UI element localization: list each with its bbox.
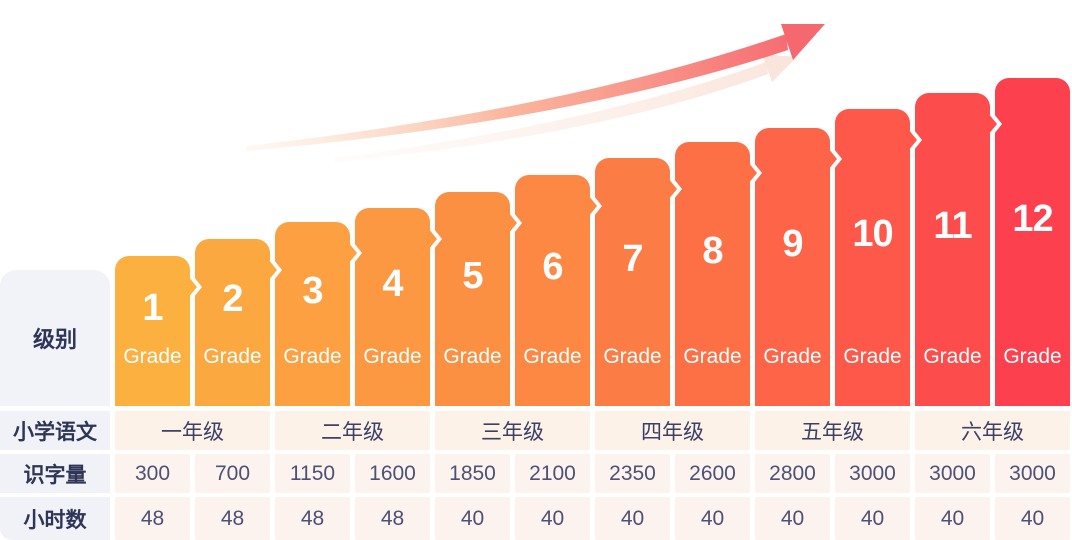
hours-value-cell: 40 bbox=[595, 497, 670, 540]
grade-number: 2 bbox=[222, 278, 243, 320]
bar-connector-chevron bbox=[668, 178, 677, 200]
grade-bar: 4 Grade bbox=[355, 208, 442, 406]
hours-value-cell: 48 bbox=[275, 497, 350, 540]
grade-label: Grade bbox=[443, 345, 502, 368]
grade-number: 9 bbox=[782, 222, 803, 265]
grade-bar: 2 Grade bbox=[195, 239, 282, 406]
bar-connector-chevron bbox=[508, 212, 517, 234]
grade-bar: 9 Grade bbox=[755, 128, 842, 406]
grade-group-cell: 一年级 bbox=[115, 411, 270, 450]
grade-bar: 10 Grade bbox=[835, 109, 922, 406]
grade-number: 12 bbox=[1012, 197, 1053, 240]
bar-connector-chevron bbox=[748, 162, 757, 184]
hours-value-cell: 48 bbox=[195, 497, 270, 540]
row-header-literacy: 识字量 bbox=[0, 454, 110, 493]
bar-connector-chevron bbox=[988, 113, 997, 135]
grade-label: Grade bbox=[923, 345, 982, 368]
row-header-hours: 小时数 bbox=[0, 497, 110, 540]
literacy-value-cell: 2800 bbox=[755, 454, 830, 493]
literacy-value-row: 300 700 1150 1600 1850 2100 2350 2600 2800 3000 30… bbox=[115, 454, 1070, 493]
hours-value-cell: 40 bbox=[835, 497, 910, 540]
grade-number: 6 bbox=[542, 246, 563, 288]
hours-value-cell: 40 bbox=[995, 497, 1070, 540]
grade-label: Grade bbox=[523, 345, 582, 368]
literacy-value-cell: 1850 bbox=[435, 454, 510, 493]
grade-number: 7 bbox=[622, 237, 643, 280]
hours-value-cell: 40 bbox=[915, 497, 990, 540]
grade-number: 8 bbox=[702, 229, 723, 272]
bar-connector-chevron bbox=[588, 195, 597, 217]
literacy-value-cell: 3000 bbox=[835, 454, 910, 493]
grade-number: 1 bbox=[142, 286, 163, 329]
literacy-value-cell: 300 bbox=[115, 454, 190, 493]
bar-connector-chevron bbox=[828, 148, 837, 170]
grade-bar: 3 Grade bbox=[275, 222, 362, 406]
grade-label: Grade bbox=[283, 345, 342, 368]
grade-label: Grade bbox=[843, 345, 902, 368]
literacy-value-cell: 3000 bbox=[995, 454, 1070, 493]
grade-number: 5 bbox=[462, 254, 483, 297]
grade-bar: 11 Grade bbox=[915, 93, 1002, 406]
grade-label: Grade bbox=[123, 345, 182, 368]
grade-group-cell: 六年级 bbox=[915, 411, 1070, 450]
hours-value-cell: 40 bbox=[515, 497, 590, 540]
literacy-value-cell: 1600 bbox=[355, 454, 430, 493]
bar-connector-chevron bbox=[428, 228, 437, 250]
grade-group-row: 一年级 二年级 三年级 四年级 五年级 六年级 bbox=[115, 411, 1070, 450]
hours-value-cell: 48 bbox=[355, 497, 430, 540]
grade-bar: 6 Grade bbox=[515, 175, 602, 406]
literacy-value-cell: 1150 bbox=[275, 454, 350, 493]
grade-number: 4 bbox=[382, 262, 403, 305]
grade-label: Grade bbox=[763, 345, 822, 368]
hours-value-cell: 40 bbox=[755, 497, 830, 540]
grade-number: 3 bbox=[302, 269, 323, 312]
grade-group-cell: 五年级 bbox=[755, 411, 910, 450]
bar-connector-chevron bbox=[268, 259, 277, 281]
grade-number: 10 bbox=[852, 213, 893, 255]
literacy-value-cell: 2100 bbox=[515, 454, 590, 493]
bar-connector-chevron bbox=[908, 129, 917, 151]
grade-label: Grade bbox=[203, 345, 262, 368]
grade-label: Grade bbox=[603, 345, 662, 368]
grade-bar: 7 Grade bbox=[595, 158, 682, 406]
literacy-value-cell: 2350 bbox=[595, 454, 670, 493]
grade-label: Grade bbox=[1003, 345, 1062, 368]
hours-value-cell: 40 bbox=[675, 497, 750, 540]
grade-bar: 12 Grade bbox=[995, 78, 1070, 406]
hours-value-cell: 40 bbox=[435, 497, 510, 540]
row-header-level: 级别 bbox=[0, 270, 110, 406]
grade-group-cell: 四年级 bbox=[595, 411, 750, 450]
bar-connector-chevron bbox=[348, 242, 357, 264]
grade-bar: 8 Grade bbox=[675, 142, 762, 406]
literacy-value-cell: 2600 bbox=[675, 454, 750, 493]
grade-group-cell: 三年级 bbox=[435, 411, 590, 450]
grade-bar: 5 Grade bbox=[435, 192, 522, 406]
literacy-value-cell: 700 bbox=[195, 454, 270, 493]
hours-value-cell: 48 bbox=[115, 497, 190, 540]
grade-group-cell: 二年级 bbox=[275, 411, 430, 450]
literacy-value-cell: 3000 bbox=[915, 454, 990, 493]
grade-bars: 1 Grade 2 Grade 3 Grade 4 Grade 5 Grade 6 Grade 7 Gra… bbox=[115, 66, 1070, 406]
grade-number: 11 bbox=[933, 205, 972, 247]
bar-connector-chevron bbox=[188, 276, 197, 298]
grade-label: Grade bbox=[363, 345, 422, 368]
grade-bar: 1 Grade bbox=[115, 256, 202, 406]
grade-label: Grade bbox=[683, 345, 742, 368]
row-header-subject: 小学语文 bbox=[0, 411, 110, 450]
hours-value-row: 48 48 48 48 40 40 40 40 40 40 40 40 bbox=[115, 497, 1070, 540]
